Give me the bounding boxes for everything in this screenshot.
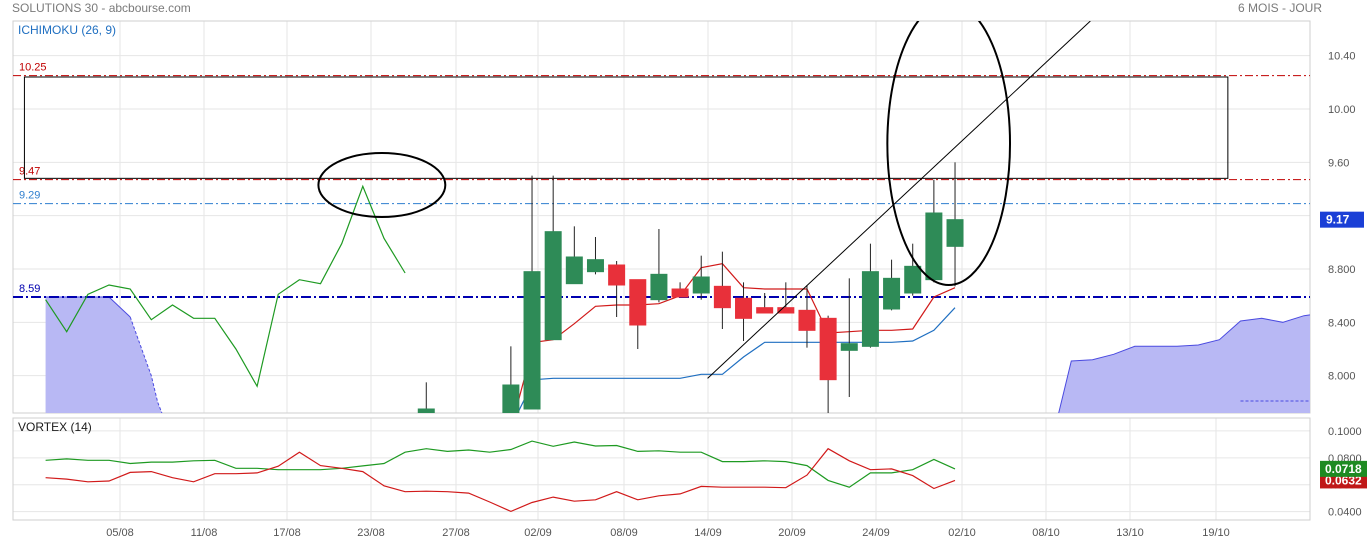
kijun-line <box>517 307 956 413</box>
candle-up <box>925 212 943 281</box>
candle-up <box>692 276 710 294</box>
vortex-minus-label: 0.0632 <box>1325 473 1362 487</box>
x-tick-label: 02/09 <box>524 527 552 539</box>
cloud-edge-right <box>1058 314 1310 413</box>
x-tick-label: 08/09 <box>610 527 638 539</box>
y-tick-label: 8.000 <box>1328 371 1356 383</box>
highlight-ellipse <box>886 21 1011 286</box>
ichimoku-cloud-left <box>45 297 162 413</box>
candle-down <box>671 288 689 298</box>
chikou-line <box>45 184 406 388</box>
y-tick-label: 0.0400 <box>1328 507 1362 519</box>
trendline <box>707 21 1091 379</box>
candle-up <box>565 256 583 285</box>
y-tick-label: 10.40 <box>1328 51 1356 63</box>
candle-up <box>840 343 858 351</box>
x-tick-label: 02/10 <box>948 527 976 539</box>
y-tick-label: 8.800 <box>1328 264 1356 276</box>
chart-header-period: 6 MOIS - JOUR <box>1237 1 1322 15</box>
candle-up <box>904 265 922 294</box>
vortex-title: VORTEX (14) <box>18 420 92 434</box>
ichimoku-title: ICHIMOKU (26, 9) <box>18 23 116 37</box>
candle-up <box>502 384 520 413</box>
x-tick-label: 05/08 <box>106 527 134 539</box>
last-price-label: 9.17 <box>1326 213 1350 227</box>
price-panel: 10.25 9.47 9.29 8.59 <box>13 21 1310 413</box>
chart-header-title: SOLUTIONS 30 - abcbourse.com <box>12 1 191 15</box>
y-tick-label: 0.1000 <box>1328 426 1362 438</box>
candle-up <box>417 408 435 413</box>
x-tick-label: 08/10 <box>1032 527 1060 539</box>
candle-down <box>735 297 753 319</box>
x-tick-label: 19/10 <box>1202 527 1230 539</box>
x-tick-label: 17/08 <box>273 527 301 539</box>
x-tick-label: 24/09 <box>862 527 890 539</box>
candle-down <box>608 264 626 286</box>
vortex-panel <box>45 440 956 513</box>
vortex-plus-tag <box>1320 460 1367 477</box>
level-label: 9.47 <box>19 166 40 178</box>
candle-down <box>777 307 795 314</box>
y-tick-label: 10.00 <box>1328 104 1356 116</box>
highlight-ellipse <box>317 152 447 218</box>
level-label: 10.25 <box>19 62 47 74</box>
vortex-panel-frame <box>12 417 1311 521</box>
candle-down <box>819 317 837 381</box>
candle-down <box>798 309 816 331</box>
level-label: 9.29 <box>19 190 40 202</box>
grid: 05/08 11/08 17/08 23/08 27/08 02/09 08/09 14/09… <box>13 21 1362 539</box>
x-tick-label: 14/09 <box>694 527 722 539</box>
x-tick-label: 23/08 <box>357 527 385 539</box>
candle-up <box>544 231 562 341</box>
y-tick-label: 8.400 <box>1328 317 1356 329</box>
candle-down <box>629 279 647 326</box>
candle-up <box>861 271 879 347</box>
vortex-plus-label: 0.0718 <box>1325 462 1362 476</box>
x-tick-label: 13/10 <box>1116 527 1144 539</box>
vortex-minus-line <box>45 447 956 513</box>
vortex-plus-line <box>45 440 956 488</box>
candle-up <box>883 277 901 310</box>
level-label: 8.59 <box>19 283 40 295</box>
x-tick-label: 20/09 <box>778 527 806 539</box>
resistance-box <box>23 76 1229 179</box>
x-tick-label: 11/08 <box>191 527 218 539</box>
ichimoku-cloud-right <box>1058 314 1310 413</box>
last-price-tag <box>1320 211 1364 228</box>
x-tick-label: 27/08 <box>442 527 470 539</box>
tenkan-line <box>514 263 956 413</box>
y-tick-label: 9.60 <box>1328 157 1349 169</box>
candle-up <box>523 271 541 410</box>
candle-up <box>946 219 964 247</box>
candle-down <box>756 307 774 314</box>
cloud-edge-left-dashed <box>129 316 163 413</box>
candle-up <box>650 273 668 301</box>
candle-down <box>713 285 731 309</box>
price-panel-frame <box>12 20 1311 414</box>
candle-up <box>586 259 604 273</box>
